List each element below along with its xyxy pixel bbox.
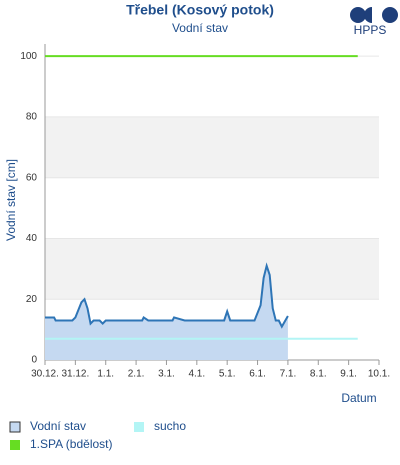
logo-circle xyxy=(382,7,398,23)
y-tick-label: 100 xyxy=(20,51,37,62)
x-tick-label: 10.1. xyxy=(368,369,390,380)
logo-text: HPPS xyxy=(354,23,387,37)
x-tick-label: 31.12. xyxy=(61,369,89,380)
x-tick-label: 7.1. xyxy=(280,369,297,380)
legend-swatch xyxy=(10,440,20,450)
x-tick-label: 3.1. xyxy=(158,369,175,380)
legend-label: sucho xyxy=(154,419,186,433)
y-tick-label: 80 xyxy=(26,112,38,123)
legend-swatch xyxy=(9,421,21,433)
x-axis-label: Datum xyxy=(341,391,376,405)
y-tick-label: 60 xyxy=(26,172,38,183)
x-tick-label: 2.1. xyxy=(128,369,145,380)
chart-title: Třebel (Kosový potok) xyxy=(126,2,274,18)
y-tick-label: 20 xyxy=(26,294,38,305)
x-tick-label: 4.1. xyxy=(188,369,205,380)
logo-half xyxy=(364,7,372,23)
area xyxy=(45,265,288,360)
grid-band xyxy=(45,116,379,178)
legend-label: 1.SPA (bdělost) xyxy=(30,437,113,451)
y-tick-label: 0 xyxy=(31,355,37,366)
y-axis-label: Vodní stav [cm] xyxy=(4,159,18,241)
chart-subtitle: Vodní stav xyxy=(172,21,228,35)
x-tick-label: 9.1. xyxy=(340,369,357,380)
y-tick-label: 40 xyxy=(26,233,38,244)
grid-band xyxy=(45,238,379,300)
logo: HPPS xyxy=(350,7,398,37)
legend-label: Vodní stav xyxy=(30,419,86,433)
logo-circle xyxy=(350,7,366,23)
plot-area xyxy=(44,44,380,365)
series-line xyxy=(45,262,289,329)
x-tick-label: 6.1. xyxy=(249,369,266,380)
x-tick-label: 5.1. xyxy=(219,369,236,380)
x-tick-label: 30.12. xyxy=(31,369,59,380)
x-tick-label: 8.1. xyxy=(310,369,327,380)
legend-swatch xyxy=(134,422,144,432)
x-tick-label: 1.1. xyxy=(97,369,114,380)
